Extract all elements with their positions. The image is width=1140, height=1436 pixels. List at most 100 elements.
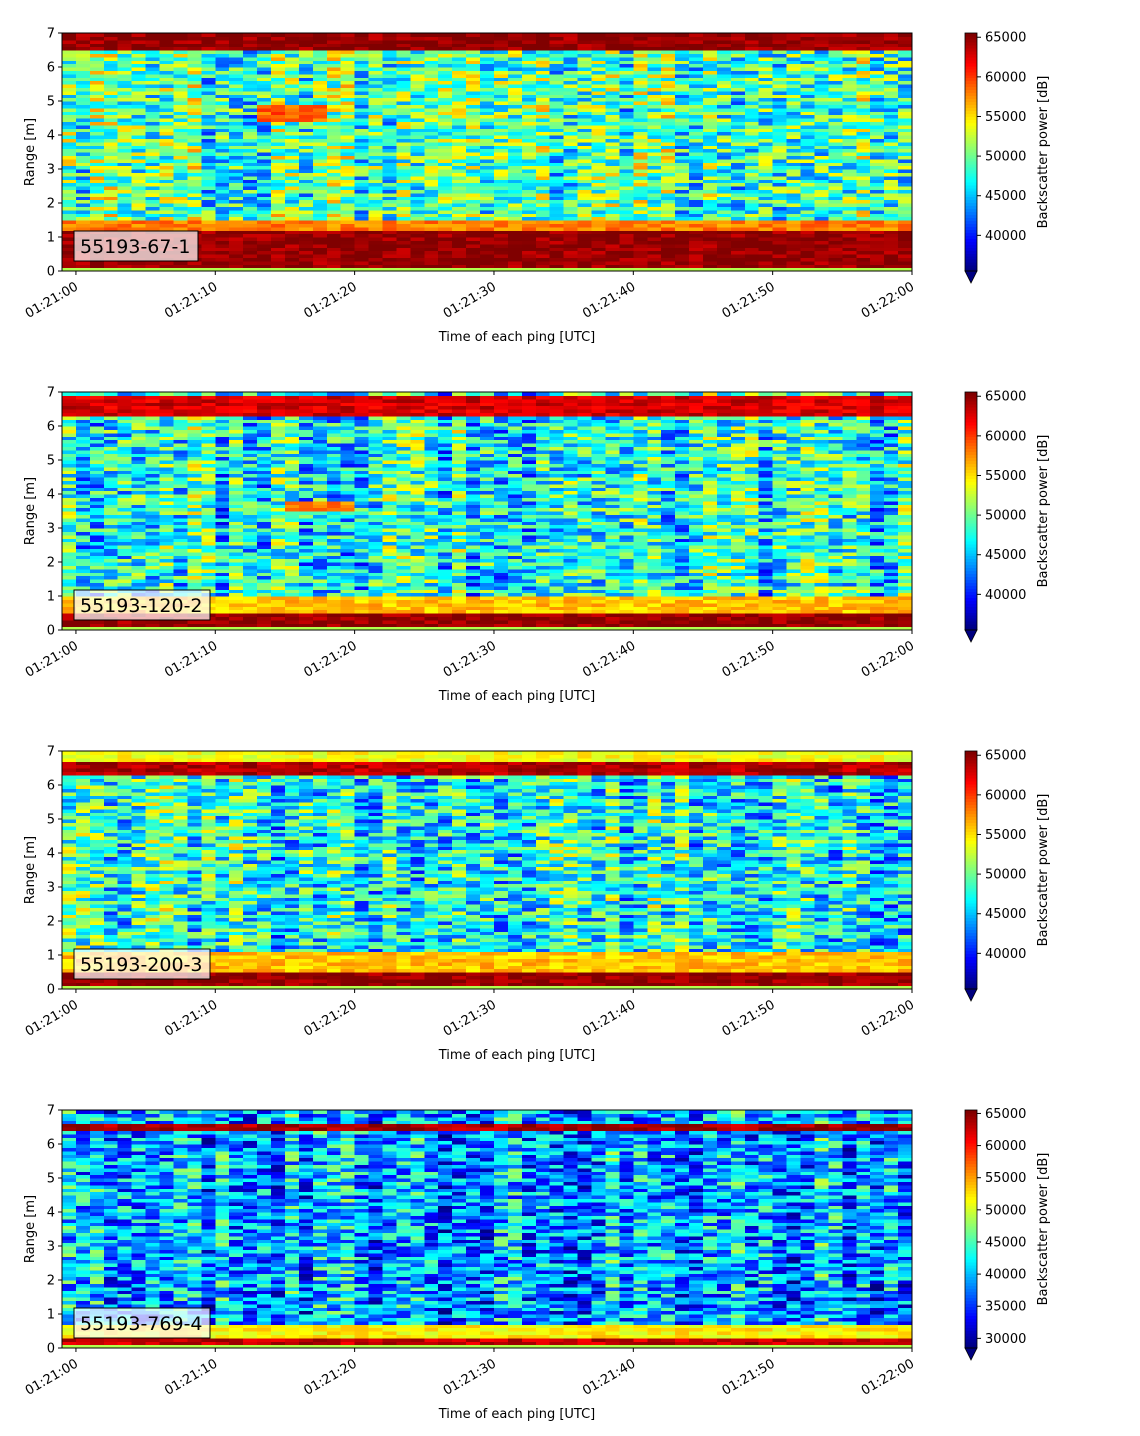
- heatmap-cell: [438, 121, 453, 126]
- heatmap-cell: [326, 223, 342, 228]
- heatmap-cell: [438, 111, 453, 116]
- heatmap-cell: [201, 247, 216, 252]
- heatmap-cell: [605, 175, 620, 180]
- heatmap-cell: [647, 186, 662, 190]
- heatmap-cell: [117, 405, 133, 410]
- heatmap-cell: [424, 73, 439, 78]
- heatmap-cell: [368, 165, 384, 170]
- heatmap-cell: [452, 189, 467, 194]
- heatmap-cell: [577, 50, 593, 54]
- heatmap-cell: [466, 209, 481, 214]
- heatmap-cell: [312, 155, 328, 160]
- heatmap-cell: [298, 50, 314, 54]
- heatmap-cell: [257, 36, 272, 41]
- heatmap-cell: [480, 223, 495, 228]
- heatmap-cell: [368, 121, 384, 126]
- heatmap-cell: [521, 237, 537, 241]
- heatmap-cell: [870, 46, 885, 51]
- heatmap-cell: [884, 254, 899, 258]
- heatmap-cell: [298, 145, 314, 150]
- heatmap-cell: [382, 90, 398, 95]
- heatmap-cell: [563, 223, 579, 228]
- heatmap-cell: [243, 128, 258, 133]
- colorbar-segment: [965, 53, 977, 58]
- heatmap-cell: [661, 172, 676, 177]
- heatmap-cell: [62, 613, 77, 617]
- heatmap-cell: [243, 73, 258, 78]
- heatmap-cell: [856, 182, 871, 187]
- heatmap-cell: [117, 500, 133, 505]
- heatmap-cell: [675, 135, 690, 139]
- heatmap-cell: [521, 165, 537, 170]
- heatmap-cell: [619, 233, 634, 238]
- heatmap-cell: [647, 226, 662, 231]
- heatmap-cell: [702, 267, 718, 272]
- heatmap-cell: [577, 199, 593, 204]
- heatmap-cell: [298, 111, 314, 116]
- colorbar-segment: [965, 250, 977, 254]
- heatmap-cell: [758, 77, 774, 82]
- heatmap-cell: [898, 141, 913, 146]
- heatmap-cell: [215, 230, 230, 235]
- heatmap-cell: [201, 114, 216, 119]
- heatmap-cell: [326, 50, 342, 54]
- heatmap-cell: [257, 175, 272, 180]
- heatmap-cell: [243, 162, 258, 167]
- heatmap-cell: [898, 77, 913, 82]
- heatmap-cell: [772, 70, 788, 75]
- heatmap-cell: [103, 87, 119, 92]
- heatmap-cell: [535, 101, 551, 105]
- heatmap-cell: [229, 213, 244, 218]
- heatmap-cell: [284, 53, 300, 58]
- heatmap-cell: [689, 182, 704, 187]
- heatmap-cell: [661, 46, 676, 51]
- heatmap-cell: [312, 107, 328, 112]
- heatmap-cell: [187, 158, 202, 163]
- heatmap-cell: [675, 247, 690, 252]
- heatmap-cell: [493, 162, 509, 167]
- heatmap-cell: [89, 145, 105, 150]
- heatmap-cell: [842, 206, 857, 211]
- heatmap-cell: [229, 250, 244, 255]
- heatmap-cell: [800, 77, 816, 82]
- heatmap-cell: [215, 209, 230, 214]
- heatmap-cell: [549, 104, 565, 109]
- heatmap-cell: [842, 216, 857, 221]
- heatmap-cell: [828, 237, 843, 241]
- heatmap-cell: [159, 43, 175, 48]
- heatmap-cell: [438, 237, 453, 241]
- heatmap-cell: [354, 121, 370, 126]
- heatmap-cell: [62, 73, 77, 78]
- heatmap-cell: [898, 152, 913, 156]
- heatmap-cell: [619, 203, 634, 207]
- heatmap-cell: [173, 226, 189, 231]
- heatmap-cell: [117, 73, 133, 78]
- heatmap-cell: [382, 240, 398, 245]
- heatmap-cell: [563, 243, 579, 248]
- heatmap-cell: [173, 50, 189, 54]
- heatmap-cell: [493, 199, 509, 204]
- heatmap-cell: [577, 70, 593, 75]
- heatmap-cell: [284, 50, 300, 54]
- heatmap-cell: [75, 426, 91, 430]
- heatmap-cell: [856, 107, 871, 112]
- heatmap-cell: [856, 39, 871, 44]
- heatmap-cell: [452, 233, 467, 238]
- heatmap-cell: [229, 77, 244, 82]
- heatmap-cell: [173, 541, 189, 546]
- heatmap-cell: [744, 152, 760, 156]
- heatmap-cell: [800, 63, 816, 68]
- heatmap-cell: [410, 152, 425, 156]
- heatmap-cell: [410, 247, 425, 252]
- heatmap-cell: [884, 179, 899, 184]
- heatmap-cell: [689, 196, 704, 201]
- heatmap-cell: [117, 67, 133, 71]
- heatmap-cell: [159, 497, 175, 502]
- heatmap-cell: [75, 155, 91, 160]
- colorbar-segment: [965, 217, 977, 222]
- heatmap-cell: [326, 33, 342, 37]
- heatmap-cell: [702, 192, 718, 197]
- heatmap-cell: [549, 172, 565, 177]
- heatmap-cell: [772, 175, 788, 180]
- heatmap-cell: [605, 179, 620, 184]
